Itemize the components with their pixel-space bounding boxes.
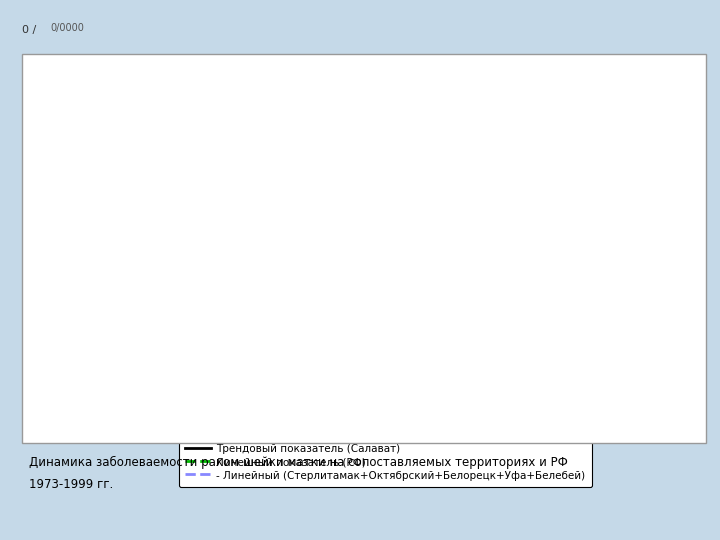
Text: 0 /: 0 / — [22, 25, 36, 35]
Text: Динамика заболеваемости раком шейки матки на сопоставляемых территориях и РФ: Динамика заболеваемости раком шейки матк… — [29, 456, 567, 469]
Text: 1973-1999 гг.: 1973-1999 гг. — [29, 478, 113, 491]
Text: 0/0000: 0/0000 — [50, 23, 84, 33]
Legend: Салават, Стерлитамак+Октябрский+Белорецк+Уфа+Блебей, РФ, Трендовый показатель (С: Салават, Стерлитамак+Октябрский+Белорецк… — [179, 397, 592, 487]
